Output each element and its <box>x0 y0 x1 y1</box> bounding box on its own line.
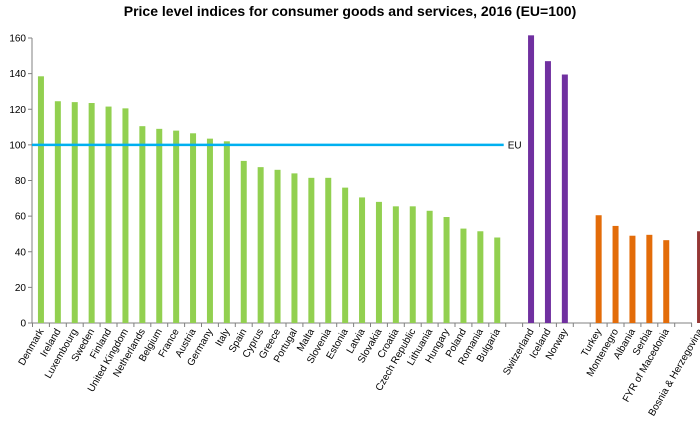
bar <box>122 108 129 323</box>
y-tick-label: 100 <box>9 140 26 151</box>
y-tick-label: 160 <box>9 34 26 45</box>
y-tick-label: 140 <box>9 69 26 80</box>
y-tick-label: 20 <box>15 283 27 294</box>
bar <box>663 240 670 323</box>
bar <box>240 160 247 323</box>
bar <box>71 102 78 323</box>
bar <box>443 217 450 323</box>
bar <box>37 76 44 323</box>
bar <box>460 228 467 323</box>
bar <box>173 130 180 323</box>
bar <box>528 35 535 323</box>
bar <box>477 231 484 323</box>
bar <box>105 106 112 323</box>
reference-line-label: EU <box>508 140 522 151</box>
bar <box>257 167 264 323</box>
bar <box>494 237 501 323</box>
bar <box>359 197 366 323</box>
bar <box>697 231 700 323</box>
bar <box>612 225 619 323</box>
bar <box>561 74 568 323</box>
bar <box>156 128 163 323</box>
bar <box>375 201 382 323</box>
bar <box>646 234 653 323</box>
bar <box>223 141 230 323</box>
y-tick-label: 60 <box>15 212 27 223</box>
bar <box>139 126 146 323</box>
bar <box>88 103 95 323</box>
bar <box>291 173 298 323</box>
bar <box>544 61 551 323</box>
bar <box>409 206 416 323</box>
y-tick-label: 40 <box>15 247 27 258</box>
bar <box>206 138 213 323</box>
y-tick-label: 0 <box>20 319 26 330</box>
bar <box>426 210 433 323</box>
bar <box>595 215 602 323</box>
bar <box>629 235 636 323</box>
y-tick-label: 80 <box>15 176 27 187</box>
bar <box>54 101 61 323</box>
bar <box>274 169 281 323</box>
y-tick-label: 120 <box>9 105 26 116</box>
bar <box>392 206 399 323</box>
bar <box>308 177 315 323</box>
bar <box>190 133 197 323</box>
bar <box>342 187 349 323</box>
bar <box>325 177 332 323</box>
chart-title: Price level indices for consumer goods a… <box>123 3 577 19</box>
